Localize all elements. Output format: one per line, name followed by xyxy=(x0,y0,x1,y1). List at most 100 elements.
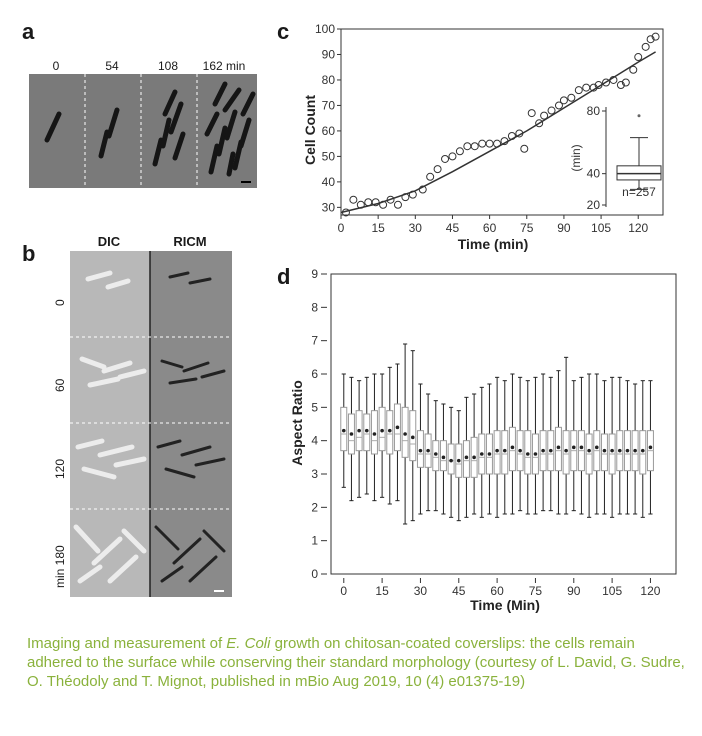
data-point-4 xyxy=(371,198,380,207)
box-19 xyxy=(485,383,493,515)
data-point-29 xyxy=(554,101,563,110)
panel-a-micrograph xyxy=(29,74,257,188)
panel-letter-d: d xyxy=(277,264,291,289)
d-y-tick-label-8: 8 xyxy=(311,300,318,314)
cell-count-ylabel: Cell Count xyxy=(302,95,318,165)
box-16 xyxy=(462,396,470,518)
x-tick-label-120: 120 xyxy=(628,221,648,235)
column-header-ricm: RICM xyxy=(173,234,207,249)
box-30 xyxy=(570,380,578,512)
caption-organism: E. Coli xyxy=(226,635,271,652)
aspect-ratio-boxes xyxy=(340,343,654,525)
mean-25 xyxy=(533,452,538,456)
mean-40 xyxy=(648,445,653,450)
mean-13 xyxy=(441,455,446,460)
data-point-9 xyxy=(408,190,417,199)
data-point-41 xyxy=(634,53,643,62)
d-y-tick-label-5: 5 xyxy=(311,400,318,414)
box-29 xyxy=(562,356,570,515)
mean-9 xyxy=(410,435,415,440)
mean-36 xyxy=(617,448,622,453)
mean-5 xyxy=(380,428,384,433)
data-point-43 xyxy=(646,35,655,44)
box-37 xyxy=(623,380,631,515)
mean-27 xyxy=(548,448,553,453)
mean-17 xyxy=(472,455,476,460)
time-label-54: 54 xyxy=(105,59,119,73)
d-y-tick-label-2: 2 xyxy=(311,500,318,514)
data-point-39 xyxy=(621,78,630,87)
caption-text-end: growth on chitosan-coated coverslips: th… xyxy=(27,635,685,690)
mean-34 xyxy=(602,448,607,453)
data-point-35 xyxy=(594,81,603,90)
mean-3 xyxy=(364,428,369,433)
mean-18 xyxy=(479,452,484,456)
box-7 xyxy=(393,363,401,502)
box-28 xyxy=(554,370,562,515)
box-2 xyxy=(355,380,363,498)
box-25 xyxy=(531,376,539,515)
mean-38 xyxy=(633,448,637,453)
data-point-31 xyxy=(567,93,576,102)
x-tick-label-60: 60 xyxy=(483,221,497,235)
d-x-tick-label-15: 15 xyxy=(375,584,389,598)
box-24 xyxy=(524,380,532,515)
data-point-14 xyxy=(448,152,457,161)
mean-1 xyxy=(349,432,354,436)
mean-28 xyxy=(556,445,561,450)
box-36 xyxy=(616,376,624,515)
x-tick-label-30: 30 xyxy=(409,221,423,235)
d-y-tick-label-7: 7 xyxy=(311,334,318,348)
data-point-7 xyxy=(393,200,402,209)
box-10 xyxy=(416,383,424,515)
d-y-tick-label-4: 4 xyxy=(311,434,318,448)
data-point-23 xyxy=(515,129,524,138)
data-point-22 xyxy=(507,132,516,141)
data-point-8 xyxy=(401,193,410,202)
inset-tick-label-80: 80 xyxy=(587,104,601,118)
box-1 xyxy=(347,376,355,502)
d-y-tick-label-0: 0 xyxy=(311,567,318,581)
box-35 xyxy=(608,376,616,518)
y-tick-label-30: 30 xyxy=(322,200,336,214)
data-point-28 xyxy=(547,106,556,115)
data-point-44 xyxy=(651,32,660,41)
inset-box xyxy=(616,165,662,181)
box-26 xyxy=(539,373,547,512)
box-9 xyxy=(409,350,417,522)
box-21 xyxy=(501,380,509,515)
mean-14 xyxy=(449,458,453,463)
box-22 xyxy=(508,373,516,515)
box-14 xyxy=(447,406,455,518)
mean-8 xyxy=(403,432,407,436)
mean-4 xyxy=(372,432,377,436)
caption-text-start: Imaging and measurement of xyxy=(27,635,227,652)
inset-tick-label-40: 40 xyxy=(587,167,601,181)
y-tick-label-80: 80 xyxy=(322,73,336,87)
y-tick-label-60: 60 xyxy=(322,124,336,138)
d-y-tick-label-6: 6 xyxy=(311,367,318,381)
mean-35 xyxy=(610,448,614,453)
mean-6 xyxy=(387,428,392,433)
x-tick-label-105: 105 xyxy=(591,221,611,235)
mean-26 xyxy=(541,448,545,453)
cell-count-axes: 0 15 30 45 60 75 90 105 120 30 40 50 60 70 80 90 100 xyxy=(315,22,664,235)
mean-7 xyxy=(395,425,400,430)
box-6 xyxy=(386,366,394,505)
box-0 xyxy=(340,373,348,488)
data-point-10 xyxy=(418,185,427,194)
cell-count-points xyxy=(340,32,660,217)
time-label-108: 108 xyxy=(157,59,179,73)
box-5 xyxy=(378,373,386,498)
data-point-37 xyxy=(609,75,618,84)
d-x-tick-label-0: 0 xyxy=(340,584,347,598)
d-x-tick-label-45: 45 xyxy=(452,584,466,598)
data-point-30 xyxy=(559,96,568,105)
column-header-dic: DIC xyxy=(97,234,121,249)
mean-0 xyxy=(341,428,346,433)
inset-outlier-0 xyxy=(637,114,641,118)
data-point-27 xyxy=(540,111,549,120)
x-tick-label-15: 15 xyxy=(371,221,385,235)
